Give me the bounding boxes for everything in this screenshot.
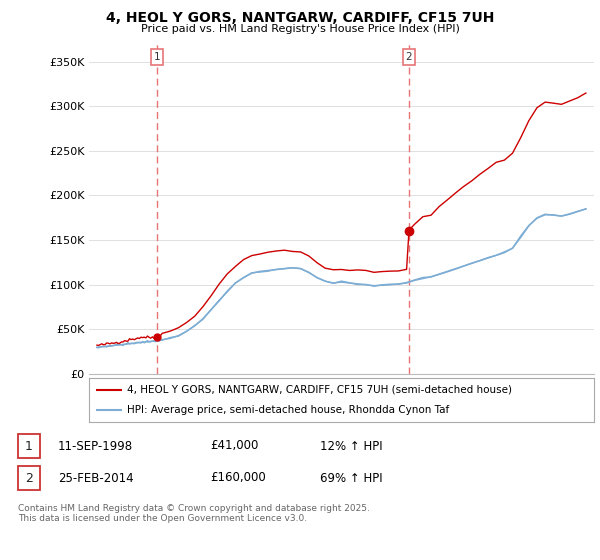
Text: 11-SEP-1998: 11-SEP-1998 bbox=[58, 440, 133, 452]
Text: 4, HEOL Y GORS, NANTGARW, CARDIFF, CF15 7UH: 4, HEOL Y GORS, NANTGARW, CARDIFF, CF15 … bbox=[106, 11, 494, 25]
Text: 2: 2 bbox=[406, 52, 412, 62]
Text: 4, HEOL Y GORS, NANTGARW, CARDIFF, CF15 7UH (semi-detached house): 4, HEOL Y GORS, NANTGARW, CARDIFF, CF15 … bbox=[127, 385, 512, 395]
Text: Contains HM Land Registry data © Crown copyright and database right 2025.
This d: Contains HM Land Registry data © Crown c… bbox=[18, 504, 370, 524]
Text: £41,000: £41,000 bbox=[210, 440, 259, 452]
Text: 12% ↑ HPI: 12% ↑ HPI bbox=[320, 440, 383, 452]
Text: 69% ↑ HPI: 69% ↑ HPI bbox=[320, 472, 383, 484]
FancyBboxPatch shape bbox=[18, 466, 40, 490]
Text: 25-FEB-2014: 25-FEB-2014 bbox=[58, 472, 134, 484]
Text: 2: 2 bbox=[25, 472, 33, 484]
Text: 1: 1 bbox=[25, 440, 33, 452]
Text: 1: 1 bbox=[154, 52, 161, 62]
Text: HPI: Average price, semi-detached house, Rhondda Cynon Taf: HPI: Average price, semi-detached house,… bbox=[127, 405, 449, 415]
FancyBboxPatch shape bbox=[18, 434, 40, 458]
Text: £160,000: £160,000 bbox=[210, 472, 266, 484]
Text: Price paid vs. HM Land Registry's House Price Index (HPI): Price paid vs. HM Land Registry's House … bbox=[140, 24, 460, 34]
